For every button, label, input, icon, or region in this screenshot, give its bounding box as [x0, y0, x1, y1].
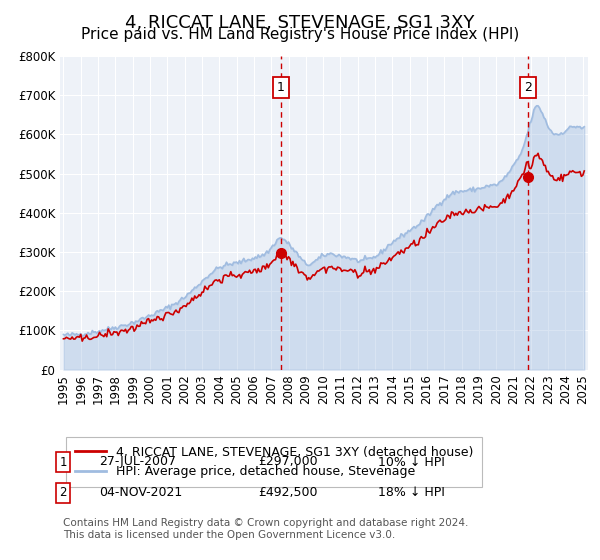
Text: £492,500: £492,500	[258, 486, 317, 500]
Text: 1: 1	[59, 455, 67, 469]
Text: Contains HM Land Registry data © Crown copyright and database right 2024.
This d: Contains HM Land Registry data © Crown c…	[63, 519, 469, 540]
Text: 10% ↓ HPI: 10% ↓ HPI	[378, 455, 445, 469]
Text: 2: 2	[59, 486, 67, 500]
Text: 1: 1	[277, 81, 285, 94]
Text: Price paid vs. HM Land Registry's House Price Index (HPI): Price paid vs. HM Land Registry's House …	[81, 27, 519, 42]
Text: 18% ↓ HPI: 18% ↓ HPI	[378, 486, 445, 500]
Text: 4, RICCAT LANE, STEVENAGE, SG1 3XY: 4, RICCAT LANE, STEVENAGE, SG1 3XY	[125, 14, 475, 32]
Text: 04-NOV-2021: 04-NOV-2021	[99, 486, 182, 500]
Text: 27-JUL-2007: 27-JUL-2007	[99, 455, 176, 469]
Legend: 4, RICCAT LANE, STEVENAGE, SG1 3XY (detached house), HPI: Average price, detache: 4, RICCAT LANE, STEVENAGE, SG1 3XY (deta…	[66, 437, 482, 487]
Text: £297,000: £297,000	[258, 455, 317, 469]
Text: 2: 2	[524, 81, 532, 94]
